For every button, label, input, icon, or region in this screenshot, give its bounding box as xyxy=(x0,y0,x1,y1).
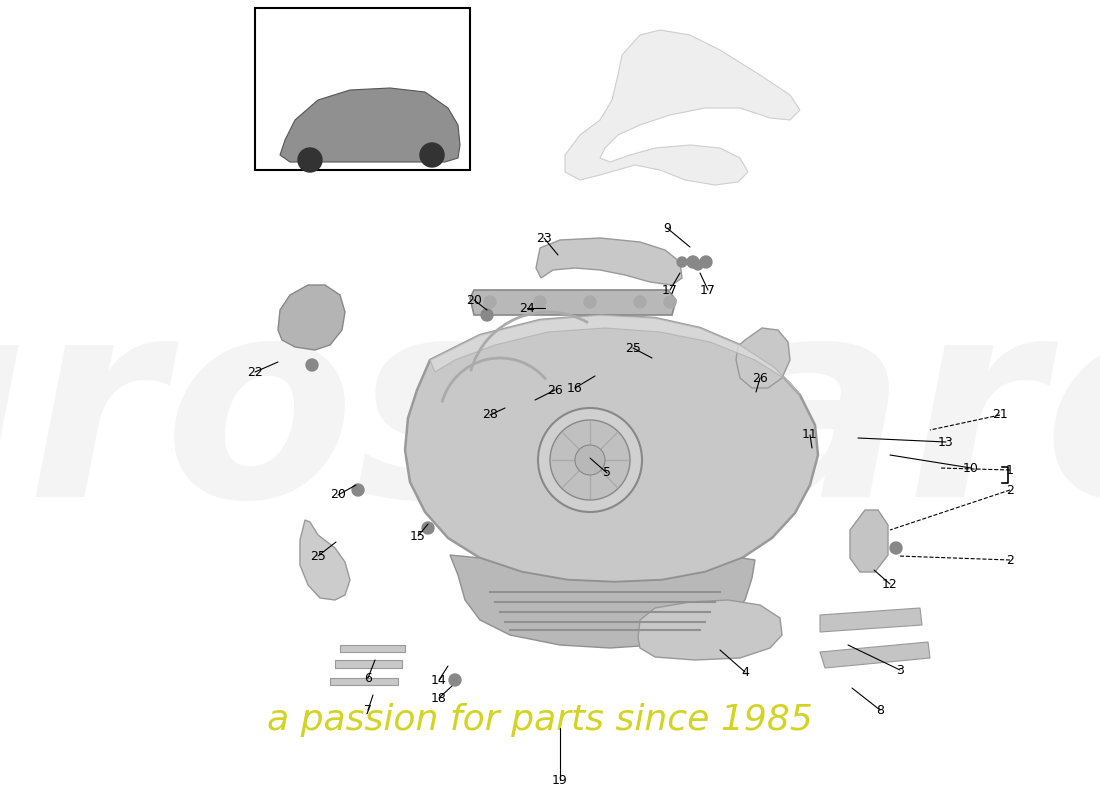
Text: 8: 8 xyxy=(876,703,884,717)
Polygon shape xyxy=(565,30,800,185)
Circle shape xyxy=(484,296,496,308)
Text: 15: 15 xyxy=(410,530,426,542)
Circle shape xyxy=(420,143,444,167)
Polygon shape xyxy=(340,645,405,652)
Polygon shape xyxy=(736,328,790,388)
Polygon shape xyxy=(470,290,676,315)
Polygon shape xyxy=(536,238,682,285)
Polygon shape xyxy=(430,315,800,395)
Circle shape xyxy=(481,309,493,321)
Text: 2: 2 xyxy=(1006,554,1014,566)
Text: 16: 16 xyxy=(568,382,583,394)
Polygon shape xyxy=(280,88,460,162)
Text: 28: 28 xyxy=(482,409,498,422)
Text: 25: 25 xyxy=(310,550,326,562)
Text: 10: 10 xyxy=(964,462,979,474)
Text: 2: 2 xyxy=(1006,483,1014,497)
Polygon shape xyxy=(300,520,350,600)
Text: 17: 17 xyxy=(700,283,716,297)
Text: 14: 14 xyxy=(431,674,447,686)
Text: 20: 20 xyxy=(330,489,345,502)
Circle shape xyxy=(688,256,698,268)
Text: 3: 3 xyxy=(896,663,904,677)
Text: a passion for parts since 1985: a passion for parts since 1985 xyxy=(267,703,813,737)
Text: 6: 6 xyxy=(364,671,372,685)
Circle shape xyxy=(352,484,364,496)
Text: 11: 11 xyxy=(802,429,818,442)
Text: 17: 17 xyxy=(662,283,678,297)
Text: 13: 13 xyxy=(938,435,954,449)
Text: 23: 23 xyxy=(536,231,552,245)
Text: 22: 22 xyxy=(248,366,263,378)
Polygon shape xyxy=(405,315,818,582)
Text: 1: 1 xyxy=(1006,463,1014,477)
Polygon shape xyxy=(336,660,402,668)
Text: 19: 19 xyxy=(552,774,568,786)
Text: 26: 26 xyxy=(547,383,563,397)
Text: 7: 7 xyxy=(364,703,372,717)
Circle shape xyxy=(298,148,322,172)
Circle shape xyxy=(538,408,642,512)
Text: 24: 24 xyxy=(519,302,535,314)
Polygon shape xyxy=(278,285,345,350)
Text: eurospares: eurospares xyxy=(0,285,1100,555)
Circle shape xyxy=(550,420,630,500)
Text: 12: 12 xyxy=(882,578,898,590)
Text: 25: 25 xyxy=(625,342,641,354)
Circle shape xyxy=(700,256,712,268)
Circle shape xyxy=(890,542,902,554)
Circle shape xyxy=(584,296,596,308)
Polygon shape xyxy=(850,510,888,572)
Text: 4: 4 xyxy=(741,666,749,678)
Circle shape xyxy=(676,257,688,267)
Text: 26: 26 xyxy=(752,371,768,385)
Circle shape xyxy=(449,674,461,686)
Text: 21: 21 xyxy=(992,409,1008,422)
Circle shape xyxy=(306,359,318,371)
Polygon shape xyxy=(330,678,398,685)
Text: 20: 20 xyxy=(466,294,482,306)
Polygon shape xyxy=(820,608,922,632)
Circle shape xyxy=(534,296,546,308)
Circle shape xyxy=(575,445,605,475)
Text: 9: 9 xyxy=(663,222,671,234)
Circle shape xyxy=(664,296,676,308)
Polygon shape xyxy=(638,600,782,660)
Text: 18: 18 xyxy=(431,691,447,705)
Bar xyxy=(255,8,470,170)
Circle shape xyxy=(422,522,435,534)
Circle shape xyxy=(634,296,646,308)
Polygon shape xyxy=(450,555,755,648)
Circle shape xyxy=(693,260,703,270)
Polygon shape xyxy=(820,642,930,668)
Text: 5: 5 xyxy=(603,466,611,479)
